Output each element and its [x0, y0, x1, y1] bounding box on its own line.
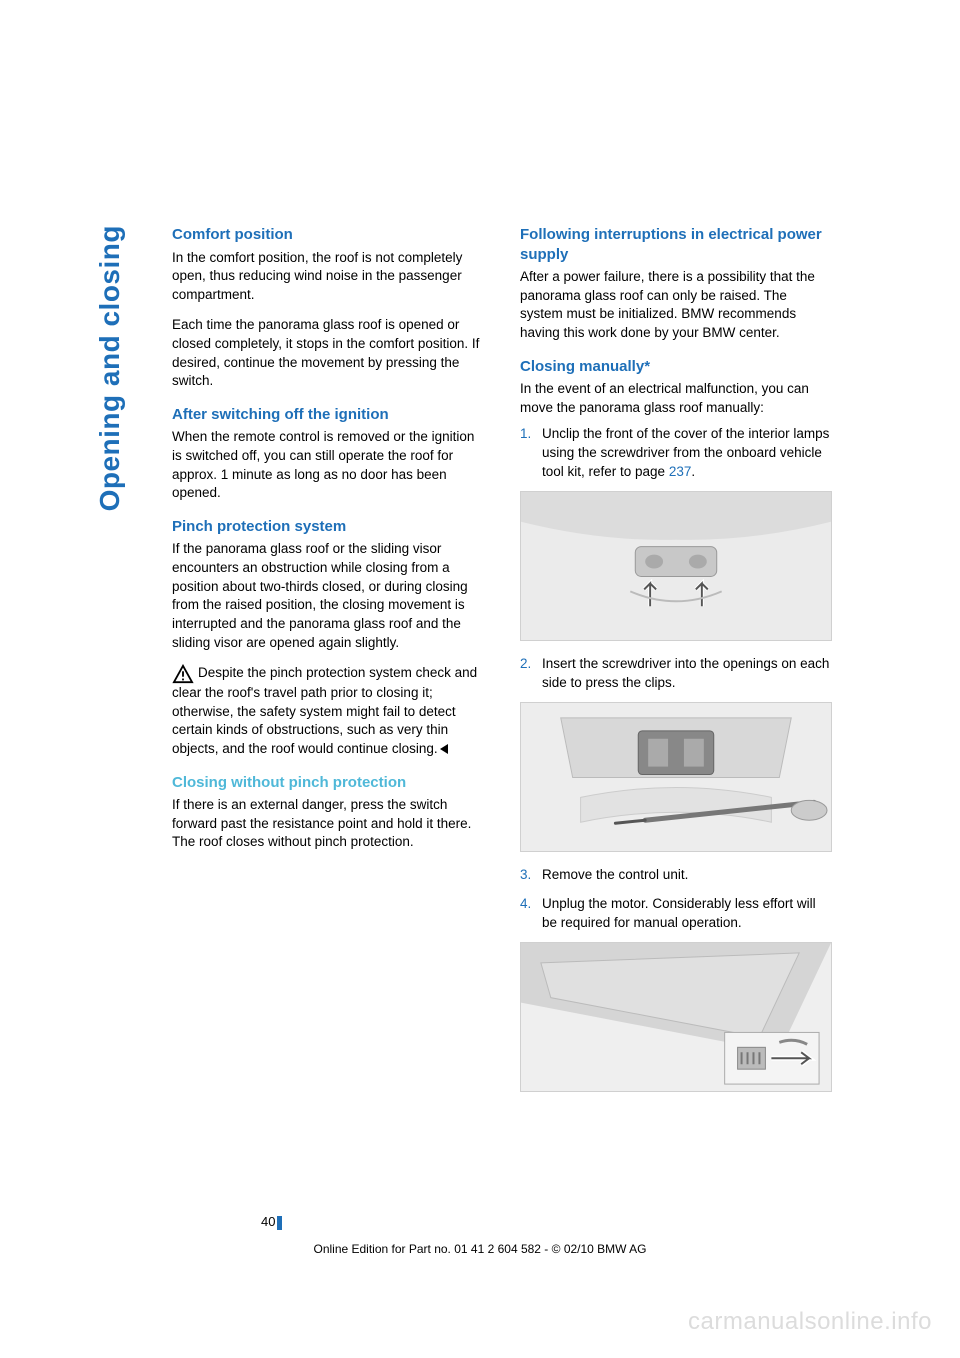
list-number: 1. [520, 425, 542, 481]
section-manual: Closing manually* In the event of an ele… [520, 357, 832, 1093]
list-text: Unplug the motor. Considerably less effo… [542, 895, 832, 932]
figure-screwdriver-clips [520, 702, 832, 852]
illustration-icon [521, 703, 831, 852]
heading-no-pinch: Closing without pinch protection [172, 773, 484, 793]
section-after-ignition: After switching off the ignition When th… [172, 405, 484, 503]
list-text: Insert the screwdriver into the openings… [542, 655, 832, 692]
right-column: Following interruptions in electrical po… [520, 225, 832, 1106]
page: Opening and closing Comfort position In … [0, 0, 960, 1358]
left-column: Comfort position In the comfort position… [172, 225, 484, 1106]
heading-manual: Closing manually* [520, 357, 832, 377]
illustration-icon [521, 492, 831, 641]
paragraph: In the event of an electrical malfunctio… [520, 380, 832, 417]
section-comfort: Comfort position In the comfort position… [172, 225, 484, 391]
section-no-pinch: Closing without pinch protection If ther… [172, 773, 484, 852]
heading-interrupt: Following interruptions in electrical po… [520, 225, 832, 264]
figure-unplug-motor [520, 942, 832, 1092]
text: . [691, 464, 695, 479]
page-number-marker-icon [277, 1216, 282, 1230]
page-number-value: 40 [261, 1214, 275, 1229]
paragraph: If the panorama glass roof or the slidin… [172, 540, 484, 652]
section-tab: Opening and closing [94, 225, 126, 511]
section-interrupt: Following interruptions in electrical po… [520, 225, 832, 343]
footer-text: Online Edition for Part no. 01 41 2 604 … [313, 1242, 646, 1256]
page-reference[interactable]: 237 [669, 464, 692, 479]
content-area: Comfort position In the comfort position… [172, 225, 832, 1106]
heading-after-ignition: After switching off the ignition [172, 405, 484, 425]
paragraph: When the remote control is removed or th… [172, 428, 484, 503]
warning-icon [172, 664, 194, 684]
list-number: 2. [520, 655, 542, 692]
paragraph: If there is an external danger, press th… [172, 796, 484, 852]
end-marker-icon [440, 744, 448, 754]
list-item: 2. Insert the screwdriver into the openi… [520, 655, 832, 692]
paragraph: After a power failure, there is a possib… [520, 268, 832, 343]
warning-note: Despite the pinch protection system chec… [172, 664, 484, 759]
paragraph: In the comfort position, the roof is not… [172, 249, 484, 305]
watermark: carmanualsonline.info [688, 1308, 932, 1336]
list-number: 3. [520, 866, 542, 885]
list-number: 4. [520, 895, 542, 932]
paragraph: Each time the panorama glass roof is ope… [172, 316, 484, 391]
list-item: 3. Remove the control unit. [520, 866, 832, 885]
illustration-icon [521, 943, 831, 1092]
page-number: 40 [261, 1214, 282, 1230]
list-item: 1. Unclip the front of the cover of the … [520, 425, 832, 481]
warning-text: Despite the pinch protection system chec… [172, 665, 477, 756]
list-text: Unclip the front of the cover of the int… [542, 425, 832, 481]
heading-comfort: Comfort position [172, 225, 484, 245]
section-pinch: Pinch protection system If the panorama … [172, 517, 484, 759]
list-text: Remove the control unit. [542, 866, 832, 885]
footer: Online Edition for Part no. 01 41 2 604 … [0, 1240, 960, 1258]
figure-interior-lamp-cover [520, 491, 832, 641]
list-item: 4. Unplug the motor. Considerably less e… [520, 895, 832, 932]
heading-pinch: Pinch protection system [172, 517, 484, 537]
